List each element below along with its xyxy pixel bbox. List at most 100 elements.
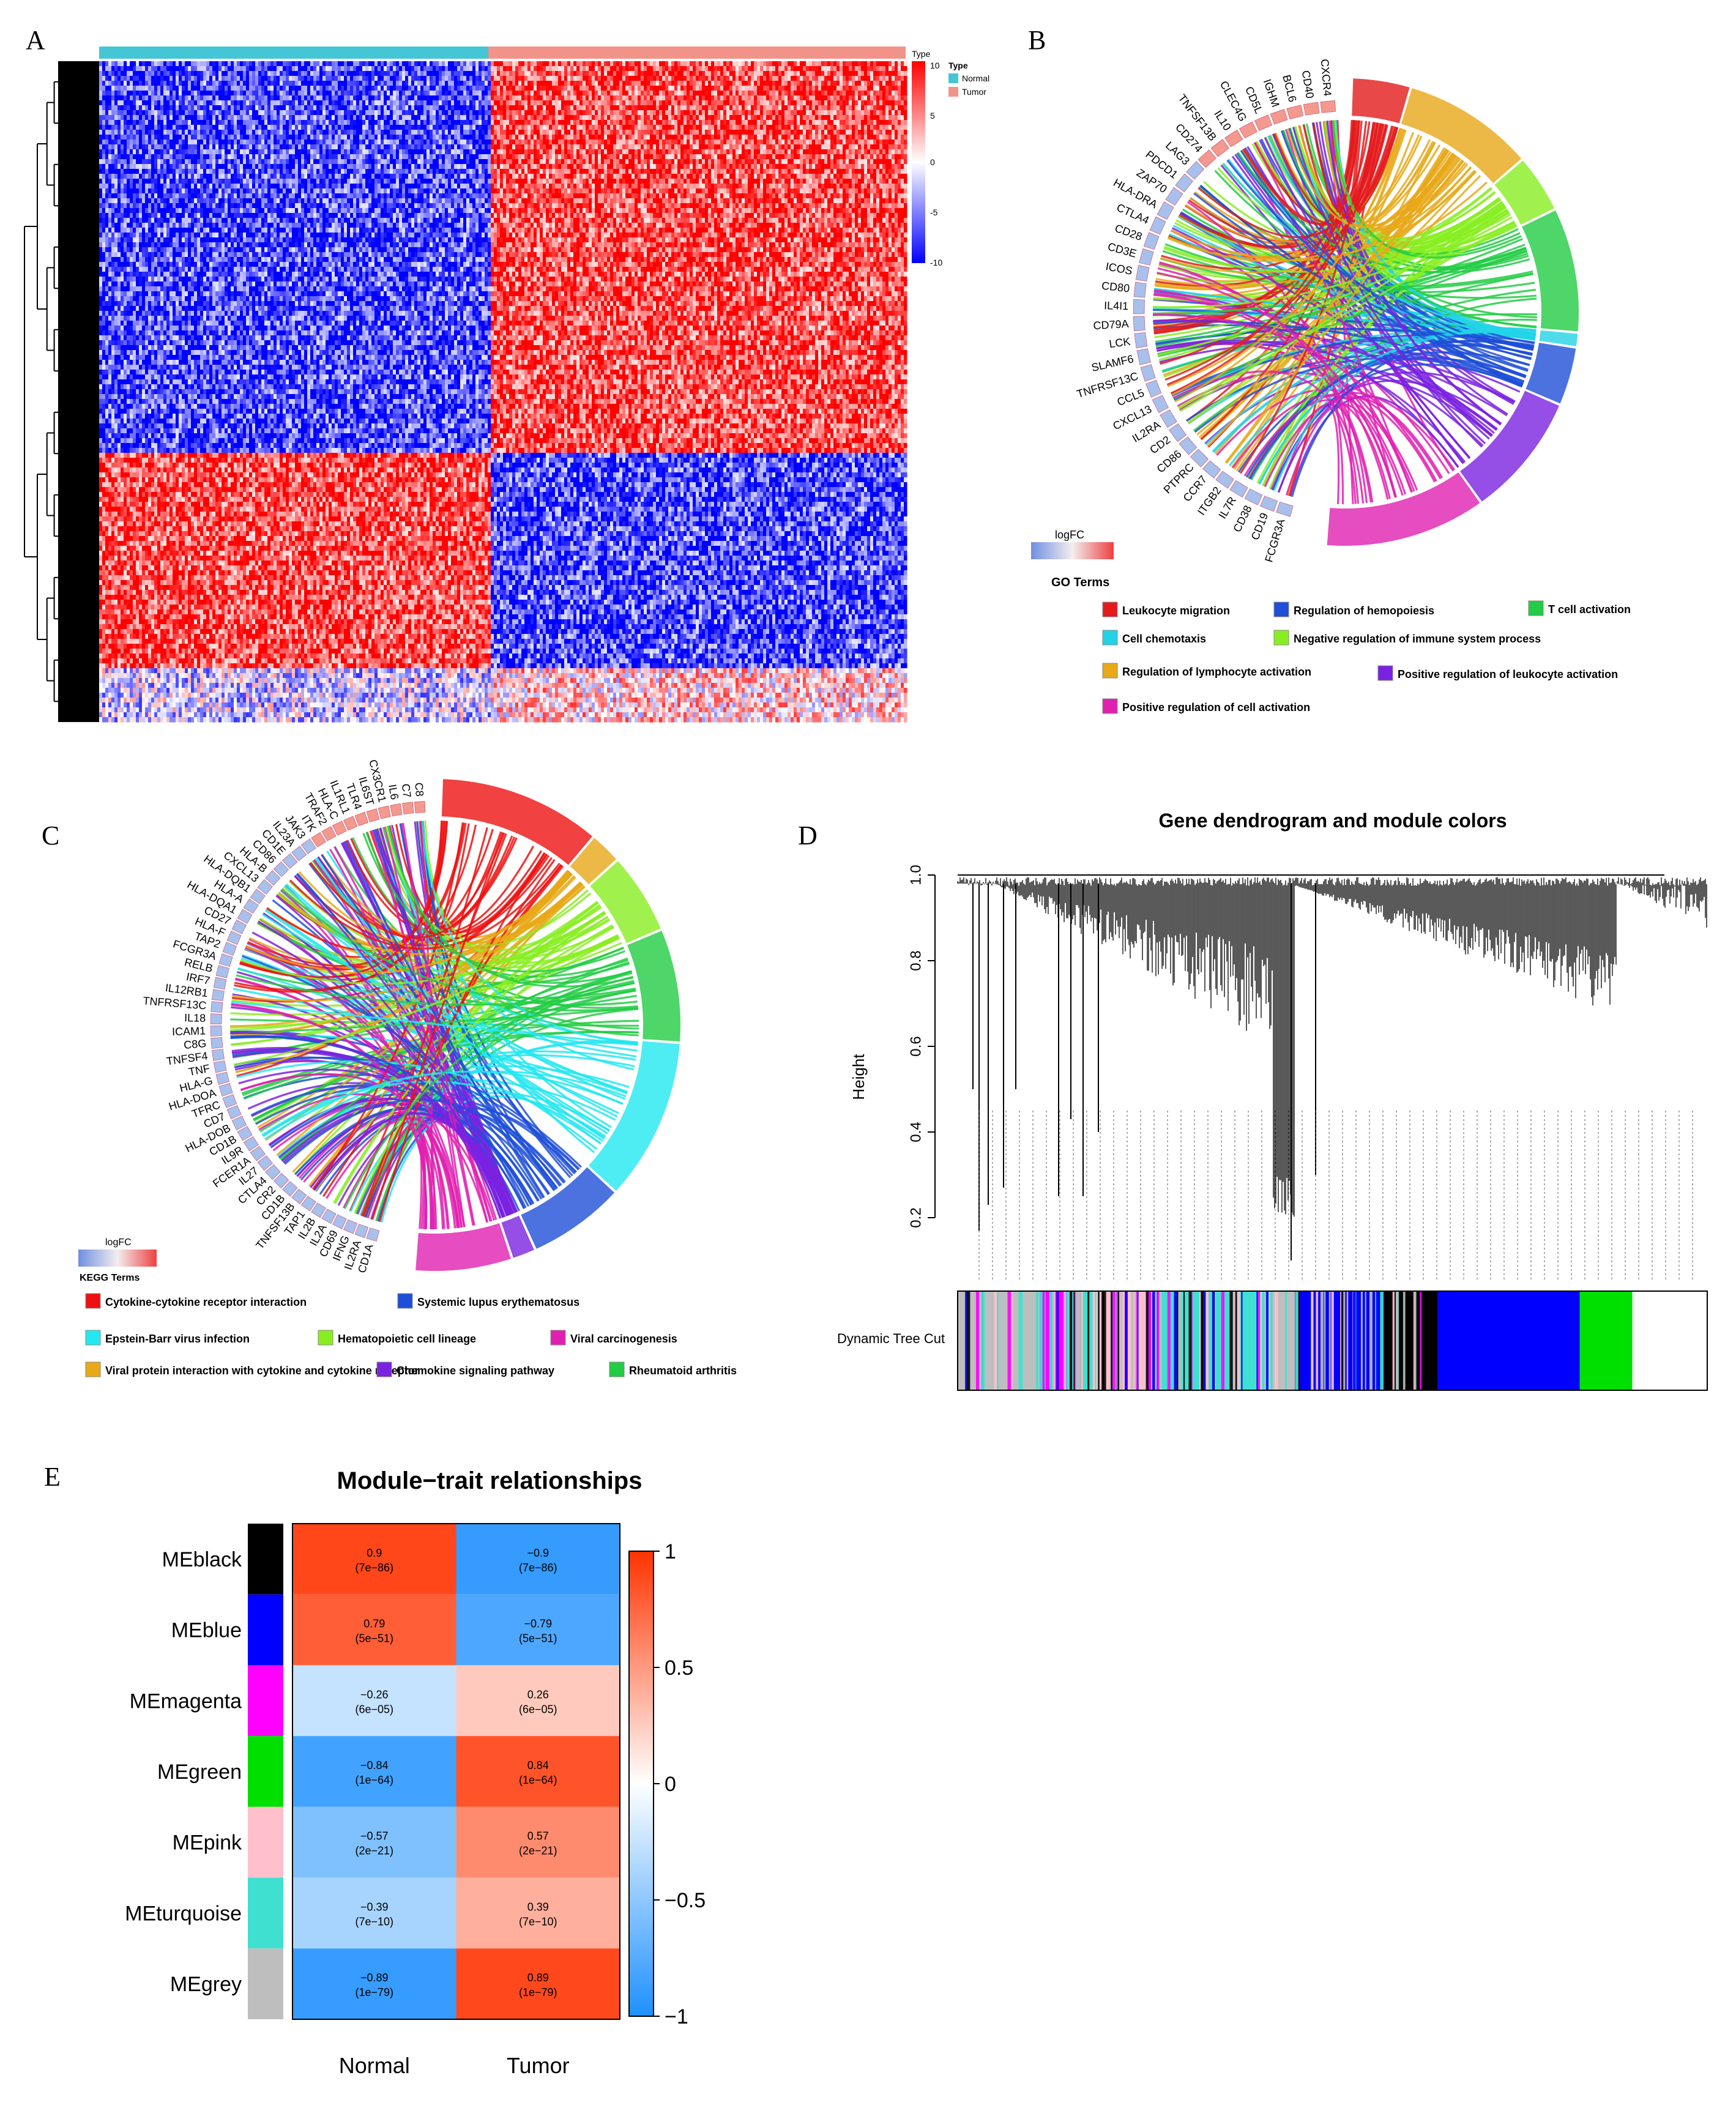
- heatmap-cell: [549, 66, 553, 72]
- heatmap-cell: [127, 71, 130, 76]
- heatmap-cell: [463, 66, 467, 72]
- heatmap-cell: [549, 61, 553, 67]
- heatmap-cell: [445, 66, 449, 72]
- heatmap-cell: [191, 61, 195, 67]
- heatmap-cell: [108, 66, 112, 72]
- heatmap-cell: [170, 71, 173, 76]
- heatmap-cell: [598, 61, 602, 67]
- heatmap-cell: [243, 66, 247, 72]
- heatmap-cell: [564, 61, 568, 67]
- heatmap-cell: [381, 66, 384, 72]
- heatmap-cell: [527, 66, 531, 72]
- heatmap-cell: [867, 61, 871, 67]
- heatmap-cell: [114, 71, 118, 76]
- heatmap-cell: [442, 61, 445, 67]
- heatmap-cell: [414, 66, 418, 72]
- heatmap-cell: [635, 71, 638, 76]
- heatmap-cell: [558, 71, 562, 76]
- heatmap-cell: [641, 71, 644, 76]
- heatmap-cell: [347, 61, 351, 67]
- heatmap-cell: [699, 66, 702, 72]
- heatmap-cell: [546, 61, 549, 67]
- heatmap-cell: [356, 61, 360, 67]
- heatmap-cell: [497, 66, 501, 72]
- heatmap-cell: [313, 71, 317, 76]
- heatmap-cell: [809, 66, 813, 72]
- heatmap-cell: [815, 66, 819, 72]
- heatmap-cell: [286, 61, 289, 67]
- heatmap-cell: [849, 61, 852, 67]
- heatmap-cell: [488, 61, 491, 67]
- heatmap-cell: [592, 71, 595, 76]
- heatmap-cell: [399, 71, 403, 76]
- heatmap-cell: [176, 71, 179, 76]
- heatmap-cell: [439, 66, 442, 72]
- heatmap-cell: [225, 71, 228, 76]
- heatmap-cell: [509, 66, 513, 72]
- heatmap-cell: [347, 71, 351, 76]
- heatmap-cell: [442, 71, 445, 76]
- heatmap-cell: [849, 66, 852, 72]
- heatmap-cell: [494, 61, 497, 67]
- panel-label-a: A: [26, 25, 45, 55]
- heatmap-cell: [705, 61, 709, 67]
- heatmap-cell: [604, 61, 608, 67]
- heatmap-cell: [531, 71, 534, 76]
- type-bar-normal: [99, 47, 488, 59]
- heatmap-cell: [322, 66, 326, 72]
- heatmap-cell: [778, 66, 782, 72]
- heatmap-cell: [225, 66, 228, 72]
- heatmap-cell: [879, 61, 883, 67]
- heatmap-cell: [390, 71, 393, 76]
- heatmap-cell: [166, 71, 170, 76]
- heatmap-cell: [420, 71, 424, 76]
- heatmap-cell: [188, 61, 192, 67]
- heatmap-cell: [699, 61, 702, 67]
- heatmap-cell: [249, 71, 253, 76]
- heatmap-cell: [341, 66, 345, 72]
- heatmap-cell: [338, 66, 341, 72]
- heatmap-cell: [558, 61, 562, 67]
- heatmap-cell: [684, 66, 687, 72]
- heatmap-cell: [717, 61, 721, 67]
- heatmap-cell: [436, 66, 439, 72]
- heatmap-cell: [365, 61, 369, 67]
- heatmap-cell: [307, 61, 311, 67]
- heatmap-cell: [170, 66, 173, 72]
- heatmap-cell: [598, 71, 602, 76]
- heatmap-cell: [690, 61, 693, 67]
- heatmap-cell: [619, 61, 623, 67]
- heatmap-cell: [344, 61, 348, 67]
- heatmap-cell: [359, 66, 363, 72]
- heatmap-cell: [142, 66, 146, 72]
- heatmap-cell: [521, 66, 525, 72]
- heatmap-cell: [638, 71, 641, 76]
- heatmap-cell: [206, 66, 210, 72]
- heatmap-cell: [515, 66, 519, 72]
- heatmap-cells: [99, 61, 907, 723]
- heatmap-cell: [852, 61, 855, 67]
- heatmap-cell: [870, 66, 874, 72]
- heatmap-cell: [494, 71, 497, 76]
- heatmap-cell: [396, 66, 400, 72]
- heatmap-cell: [374, 61, 378, 67]
- heatmap-cell: [882, 61, 886, 67]
- heatmap-cell: [185, 61, 188, 67]
- heatmap-cell: [237, 71, 240, 76]
- heatmap-cell: [610, 66, 614, 72]
- heatmap-cell: [414, 71, 418, 76]
- heatmap-cell: [583, 61, 586, 67]
- heatmap-cell: [742, 66, 745, 72]
- heatmap-cell: [295, 66, 299, 72]
- heatmap-cell: [631, 71, 635, 76]
- heatmap-cell: [567, 61, 571, 67]
- heatmap-cell: [537, 71, 540, 76]
- heatmap-cell: [613, 71, 617, 76]
- heatmap-cell: [341, 71, 345, 76]
- panel-label-d: D: [798, 821, 818, 851]
- heatmap-cell: [267, 71, 271, 76]
- heatmap-cell: [766, 66, 770, 72]
- heatmap-cell: [576, 71, 580, 76]
- heatmap-cell: [665, 61, 669, 67]
- heatmap-cell: [497, 61, 501, 67]
